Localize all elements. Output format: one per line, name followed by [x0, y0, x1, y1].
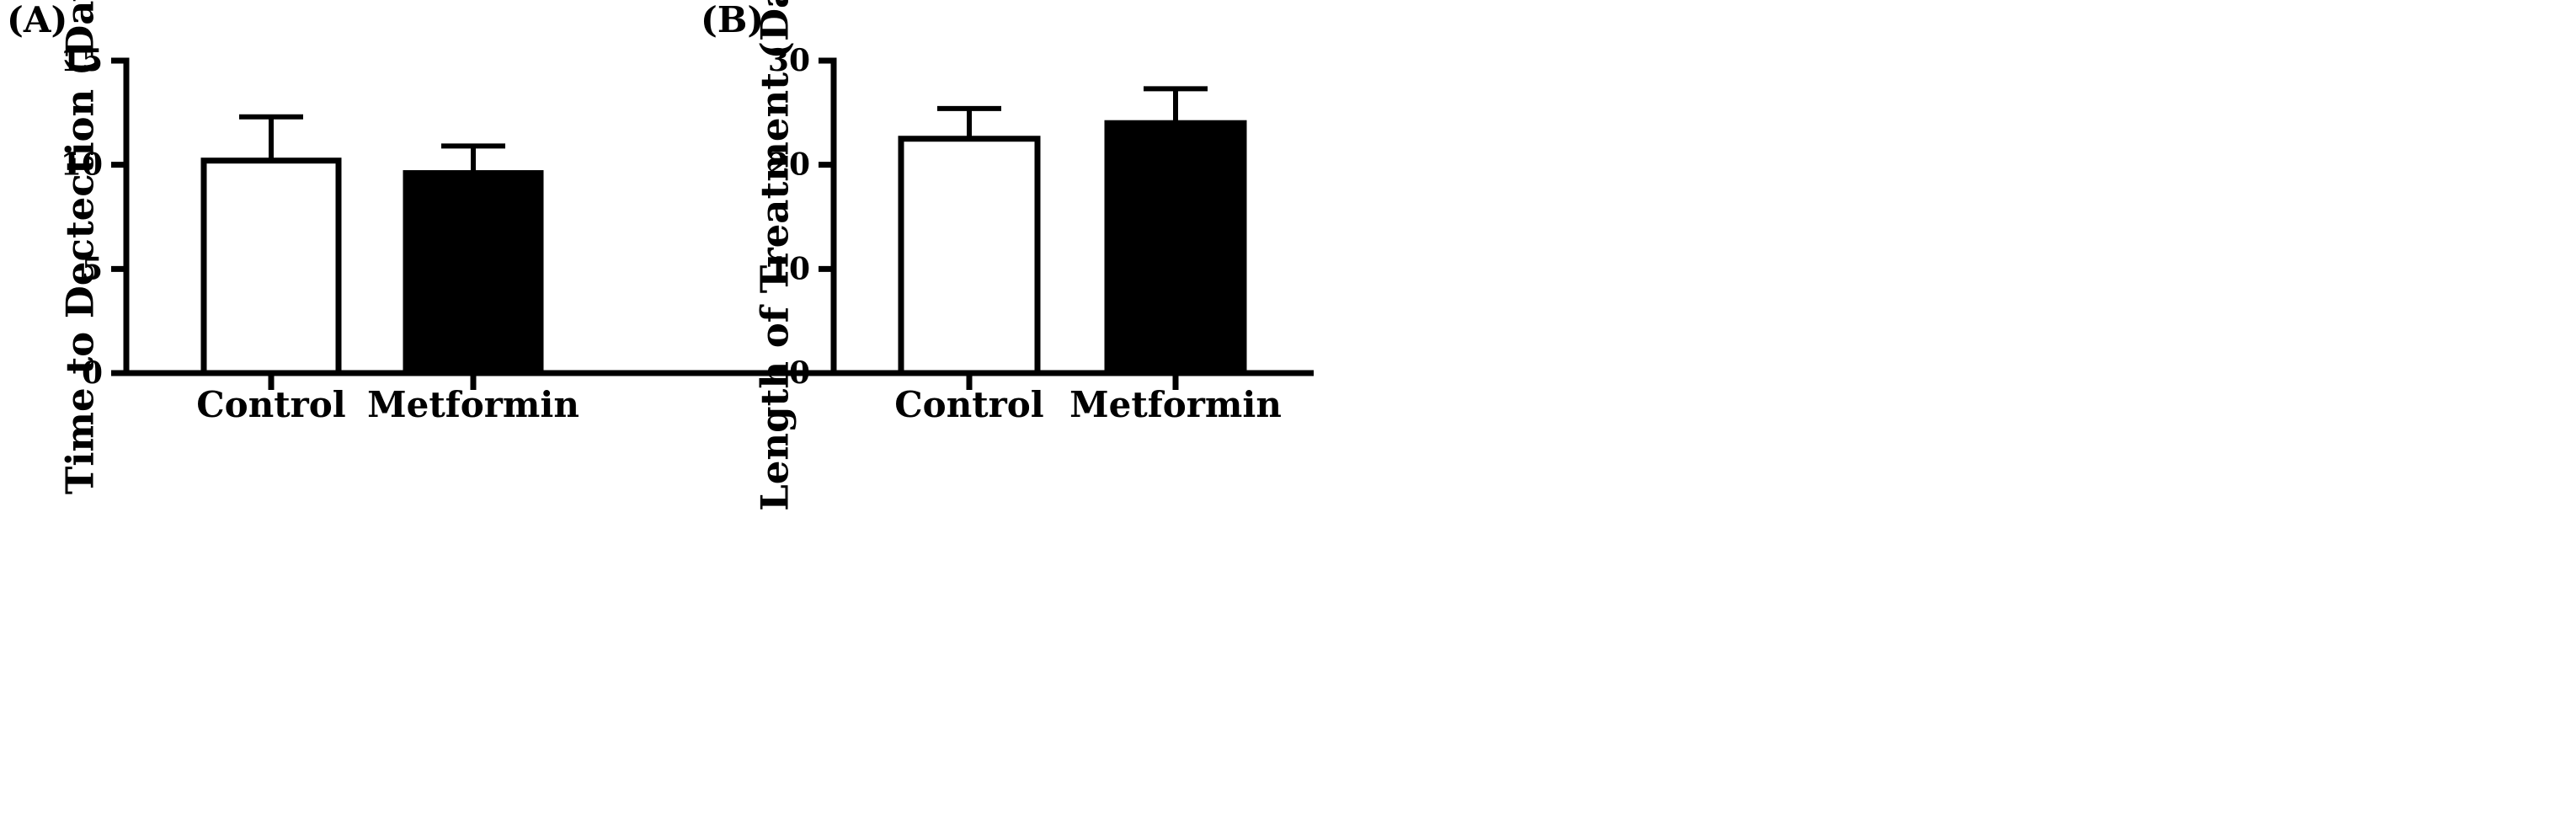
- x-tick-label-b-metformin: Metformin: [1069, 384, 1282, 425]
- bar-b-control: [898, 136, 1041, 376]
- y-tick-label-b-0: 0: [789, 355, 810, 391]
- y-tick-label-a-0: 0: [82, 355, 103, 391]
- y-tick-label-a-2: 10: [61, 147, 103, 183]
- y-tick-label-a-1: 5: [82, 251, 103, 286]
- y-tick-label-b-1: 10: [768, 251, 810, 286]
- panel-label-a: (A): [7, 0, 67, 40]
- x-tick-label-b-control: Control: [894, 384, 1043, 425]
- y-tick-label-b-2: 20: [768, 147, 810, 183]
- bar-b-metformin: [1104, 120, 1247, 376]
- panel-a: (A)Time to Dectection (Days)051015Contro…: [7, 0, 1196, 494]
- bar-a-control: [200, 157, 342, 376]
- panel-label-b: (B): [701, 0, 764, 40]
- bar-a-metformin: [403, 170, 544, 376]
- y-tick-label-a-3: 15: [61, 43, 103, 78]
- x-tick-label-a-metformin: Metformin: [367, 384, 579, 425]
- panel-b: (B)Length of Treatment (Days)0 10 20 30 Cont…: [701, 0, 1314, 511]
- y-tick-label-b-3: 30: [768, 43, 810, 78]
- y-axis-title-a: Time to Dectection (Days): [58, 0, 103, 494]
- y-axis-title-b: Length of Treatment (Days): [753, 0, 797, 511]
- x-tick-label-a-control: Control: [196, 384, 345, 425]
